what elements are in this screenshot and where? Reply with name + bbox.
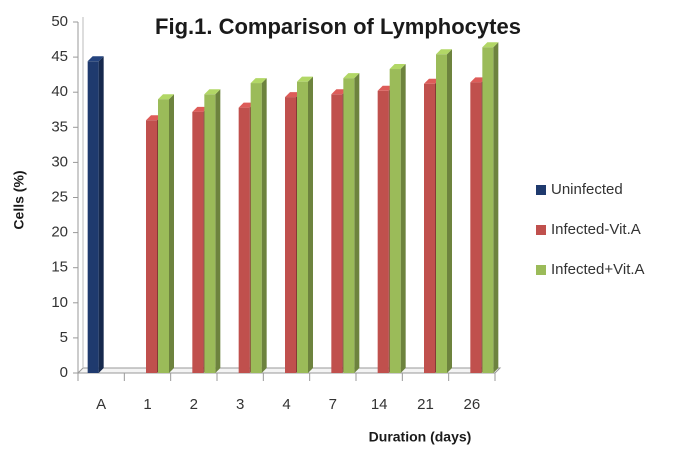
x-tick-label: 26 — [463, 396, 480, 413]
bar — [389, 69, 401, 373]
y-axis-title: Cells (%) — [11, 170, 27, 229]
bar — [343, 78, 355, 373]
bar-side — [308, 76, 313, 374]
legend-swatch — [536, 185, 546, 195]
y-tick-label: 20 — [51, 224, 68, 241]
x-tick-label: 1 — [143, 396, 151, 413]
bar-top — [250, 78, 267, 84]
bar-top — [389, 64, 406, 70]
bar — [238, 107, 250, 374]
bar — [158, 99, 169, 373]
x-tick-label: 2 — [190, 396, 198, 413]
bar-side — [354, 73, 360, 373]
y-tick-label: 30 — [51, 153, 68, 170]
x-tick-label: 4 — [282, 396, 290, 413]
bar — [297, 81, 308, 374]
bar — [285, 97, 296, 373]
bar-side — [98, 56, 104, 373]
y-tick-label: 35 — [51, 118, 68, 135]
y-tick-label: 50 — [51, 13, 68, 30]
y-tick-label: 0 — [60, 364, 68, 381]
legend-label: Infected-Vit.A — [551, 221, 641, 238]
bar-top — [204, 89, 221, 95]
x-tick-label: A — [96, 396, 106, 413]
bar-side — [493, 42, 499, 373]
x-tick-label: 21 — [417, 396, 434, 413]
bar-top — [482, 42, 499, 48]
legend-label: Infected+Vit.A — [551, 261, 645, 278]
y-tick-label: 45 — [51, 48, 68, 65]
y-tick-label: 40 — [51, 83, 68, 100]
bar — [146, 120, 157, 373]
bar — [192, 111, 204, 373]
y-tick-label: 5 — [60, 329, 68, 346]
y-tick-label: 25 — [51, 188, 68, 205]
bar — [331, 94, 343, 373]
bar-top — [87, 56, 104, 62]
bar — [87, 61, 99, 373]
bar — [377, 90, 389, 374]
bar — [470, 82, 482, 373]
bar-side — [261, 78, 267, 373]
bar-side — [215, 89, 221, 373]
bar — [424, 83, 435, 373]
bar-top — [158, 94, 174, 100]
bar-side — [400, 64, 406, 373]
legend-swatch — [536, 225, 546, 235]
y-tick-label: 10 — [51, 294, 68, 311]
x-axis-title: Duration (days) — [369, 429, 472, 445]
bar — [204, 94, 216, 373]
bar — [436, 54, 447, 374]
bar-top — [297, 76, 313, 82]
chart-title: Fig.1. Comparison of Lymphocytes — [155, 14, 521, 39]
legend-label: Uninfected — [551, 181, 623, 198]
legend-swatch — [536, 265, 546, 275]
bar-side — [169, 94, 174, 373]
bar-side — [447, 49, 452, 374]
bar-top — [436, 49, 452, 55]
x-tick-label: 3 — [236, 396, 244, 413]
bar — [250, 83, 262, 373]
bar-top — [343, 73, 360, 79]
x-tick-label: 7 — [329, 396, 337, 413]
x-tick-label: 14 — [371, 396, 388, 413]
bar — [482, 47, 494, 373]
y-tick-label: 15 — [51, 259, 68, 276]
